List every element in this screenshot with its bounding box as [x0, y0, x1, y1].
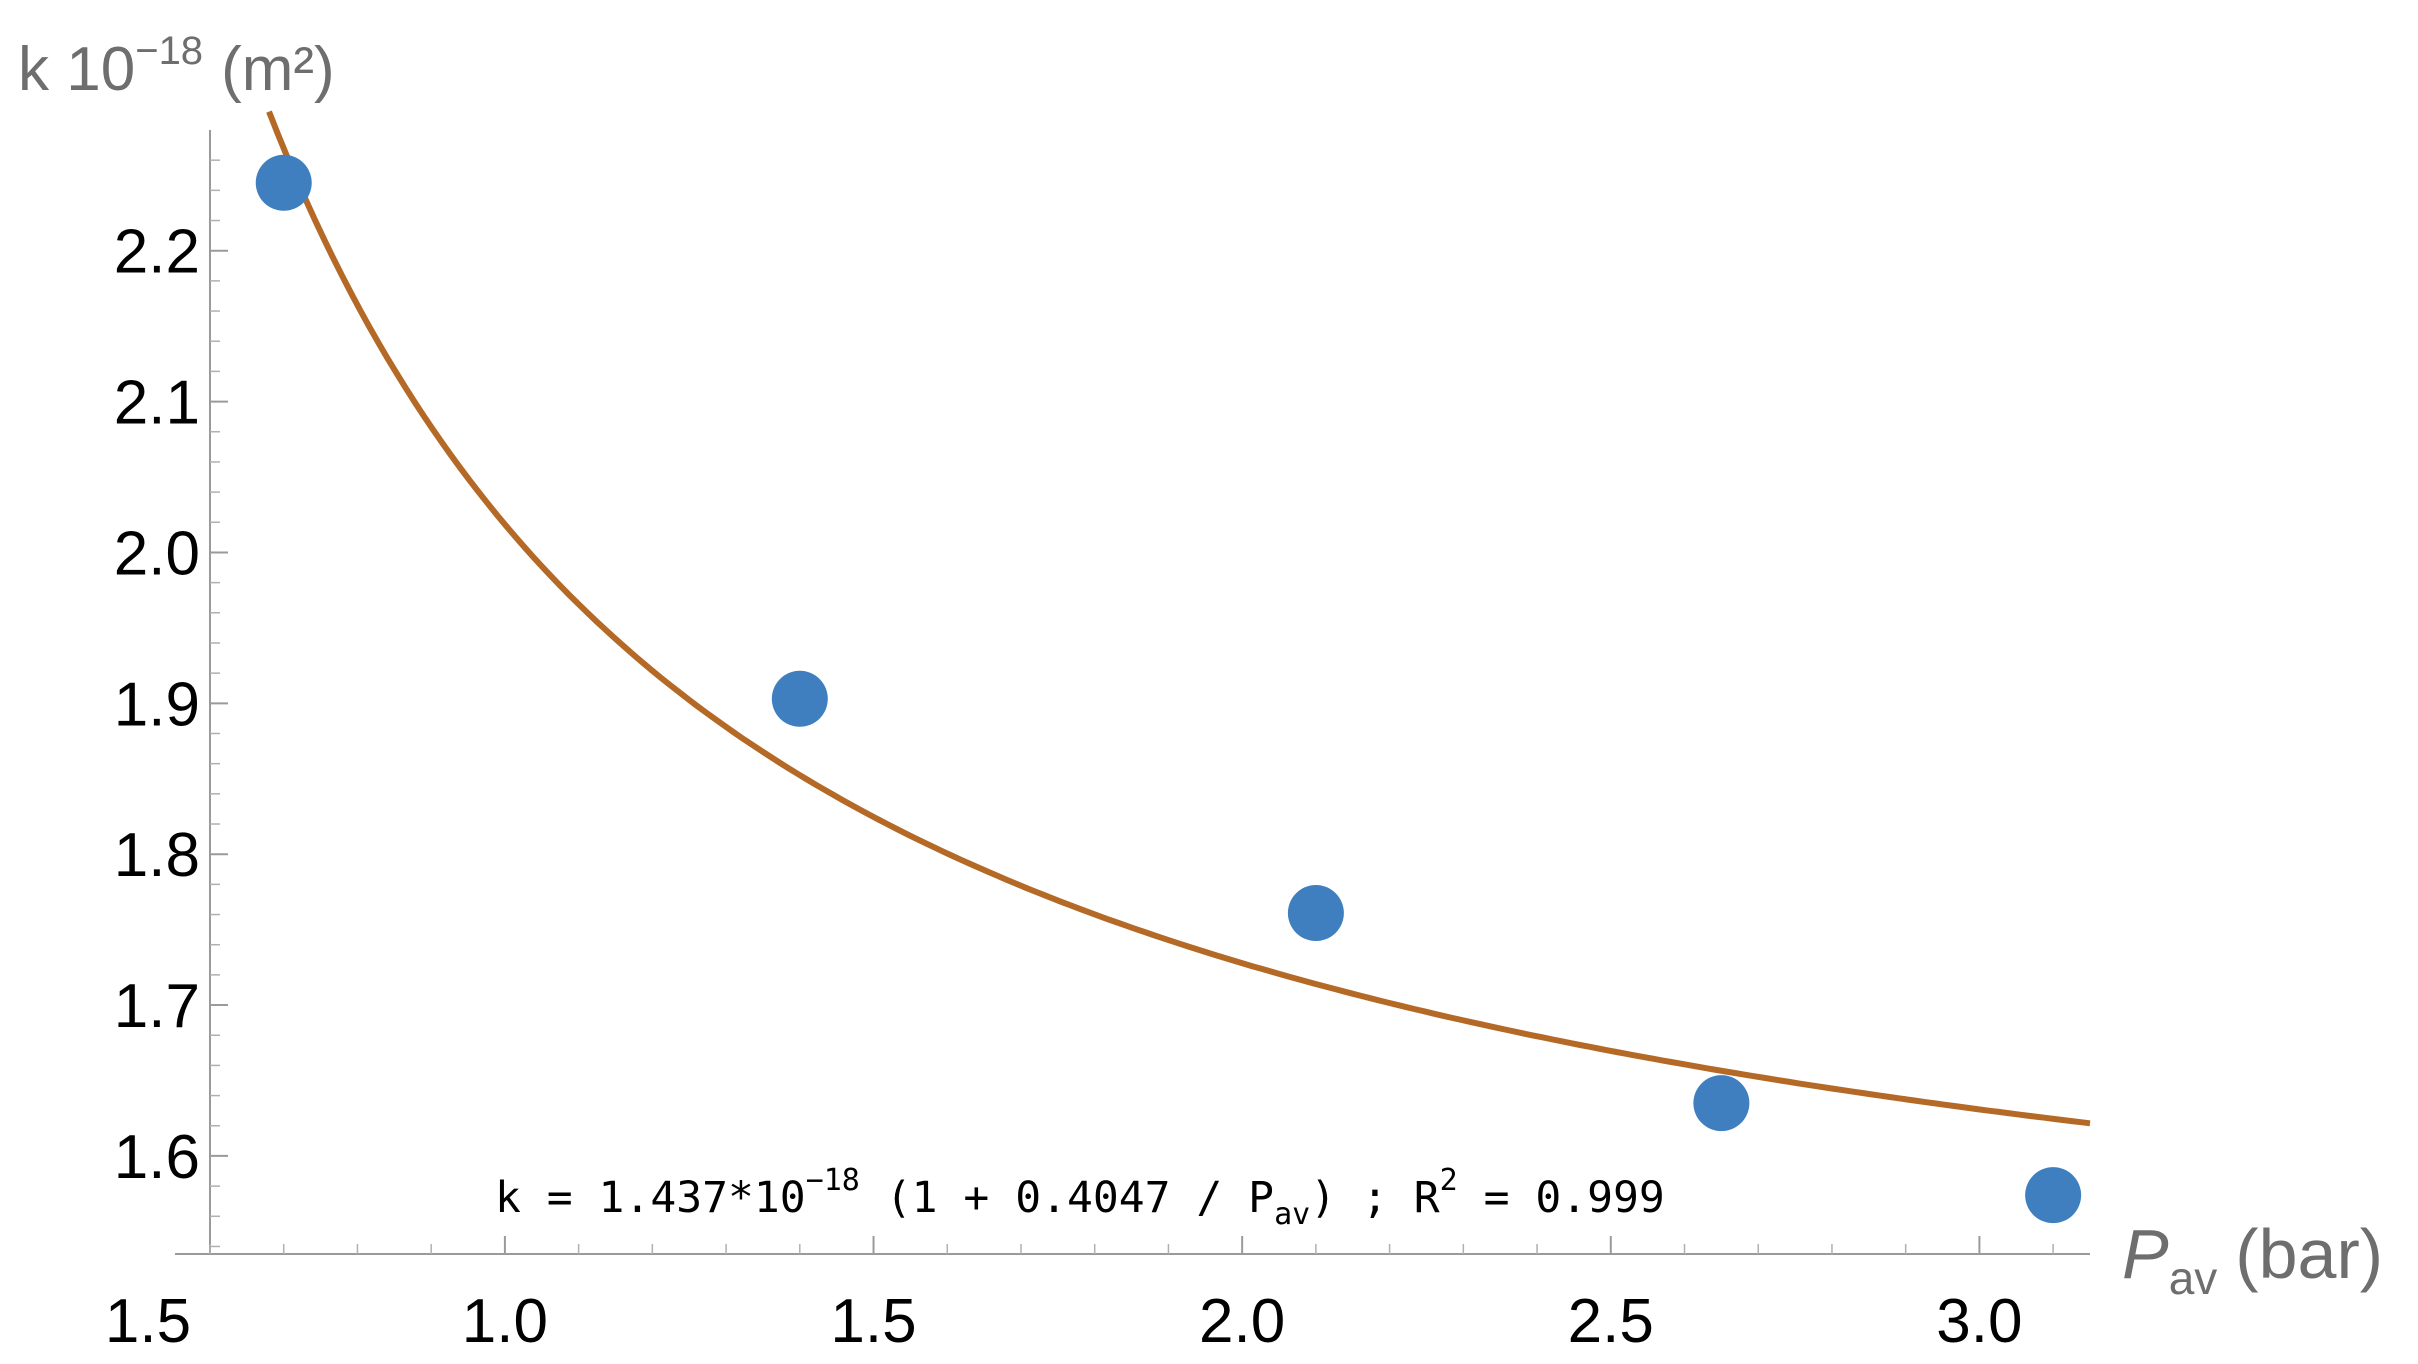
- x-tick-label: 1.5: [830, 1287, 916, 1356]
- x-axis-title-subscript: av: [2169, 1252, 2218, 1304]
- x-tick-label: 2.5: [1568, 1287, 1654, 1356]
- data-points: [255, 154, 2082, 1224]
- y-tick-label: 2.2: [114, 218, 200, 287]
- x-axis-tick-labels: 1.0 1.5 2.0 2.5 3.0: [462, 1287, 2023, 1356]
- equation-exponent: −18: [806, 1163, 860, 1198]
- equation-tail: = 0.999: [1458, 1173, 1665, 1223]
- x-tick-label: 1.0: [462, 1287, 548, 1356]
- data-point: [1287, 885, 1344, 942]
- y-axis-title-unit: (m²): [221, 35, 335, 104]
- y-tick-label: 2.1: [114, 369, 200, 438]
- x-axis-title-unit: (bar): [2235, 1215, 2383, 1293]
- equation-r2-exponent: 2: [1440, 1163, 1458, 1198]
- x-axis-origin-label: 1.5: [105, 1287, 191, 1356]
- y-tick-label: 1.6: [114, 1123, 200, 1192]
- y-axis-ticks: [210, 159, 228, 1248]
- y-axis-title: k 10−18 (m²): [18, 29, 335, 104]
- y-tick-label: 1.8: [114, 821, 200, 890]
- x-tick-label: 3.0: [1936, 1287, 2022, 1356]
- x-axis-ticks: [209, 1236, 2054, 1254]
- data-point: [1693, 1075, 1750, 1132]
- y-tick-label: 2.0: [114, 519, 200, 588]
- y-tick-label: 1.7: [114, 972, 200, 1041]
- data-point: [771, 670, 828, 727]
- fit-equation: k = 1.437*10−18 (1 + 0.4047 / Pav) ; R2 …: [495, 1163, 1665, 1232]
- x-axis-title-symbol: P: [2122, 1215, 2169, 1293]
- y-axis-tick-labels: 1.6 1.7 1.8 1.9 2.0 2.1 2.2: [114, 218, 200, 1192]
- fit-curve: [266, 110, 2091, 1127]
- equation-lhs: k = 1.437*10: [495, 1173, 806, 1223]
- y-axis-title-exponent: −18: [135, 29, 203, 73]
- equation-subscript: av: [1274, 1197, 1310, 1232]
- y-tick-label: 1.9: [114, 670, 200, 739]
- data-point: [255, 154, 312, 211]
- data-point: [2025, 1167, 2082, 1224]
- y-axis-title-base: k 10: [18, 35, 135, 104]
- x-axis-title: Pav (bar): [2122, 1215, 2383, 1304]
- equation-mid: (1 + 0.4047 / P: [860, 1173, 1274, 1223]
- x-tick-label: 2.0: [1199, 1287, 1285, 1356]
- equation-rhs: ) ; R: [1310, 1173, 1440, 1223]
